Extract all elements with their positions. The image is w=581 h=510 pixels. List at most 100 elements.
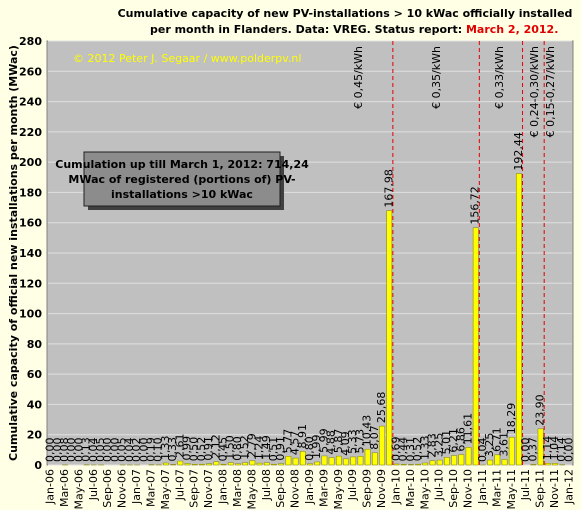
x-tick-label: Mar-06 [58, 469, 71, 507]
value-label: 0,52 [195, 437, 208, 462]
value-label: 0,00 [51, 438, 64, 463]
bar [415, 463, 421, 466]
value-label: 0,50 [188, 437, 201, 462]
bar [429, 460, 436, 466]
bar [263, 462, 270, 466]
value-label: 5,77 [281, 429, 294, 454]
value-label: 8,91 [296, 424, 309, 449]
value-label: 0,04 [123, 437, 136, 462]
x-tick-label: Sep-08 [274, 469, 287, 508]
value-label: 25,68 [375, 392, 388, 424]
value-label: 0,00 [519, 438, 532, 463]
y-tick-label: 20 [27, 429, 43, 442]
value-label: 0,91 [274, 436, 287, 461]
value-label: 0,45 [217, 437, 230, 462]
value-label: 0,31 [404, 437, 417, 462]
copyright: © 2012 Peter J. Segaar / www.polderpv.nl [73, 52, 301, 65]
value-label: 5,73 [353, 429, 366, 454]
title-part: per month in Flanders. Data: VREG. Statu… [150, 23, 466, 36]
x-tick-label: Mar-10 [404, 469, 417, 507]
value-label: 0,04 [476, 437, 489, 462]
x-tick-label: Jan-10 [389, 469, 402, 505]
value-label: 167,98 [382, 169, 395, 208]
x-tick-label: Nov-06 [116, 469, 129, 508]
value-label: 0,05 [116, 437, 129, 462]
value-label: 1,50 [224, 435, 237, 460]
x-tick-label: Nov-07 [202, 469, 215, 508]
bar [328, 457, 335, 466]
annotation: € 0,15-0,27/kWh [544, 46, 557, 137]
bar [451, 455, 457, 466]
value-label: 3,61 [498, 432, 511, 457]
bar [537, 428, 544, 466]
bar [242, 462, 249, 466]
y-axis-label: Cumulative capacity of official new inst… [7, 45, 20, 461]
bar [508, 437, 515, 466]
x-tick-label: May-07 [159, 469, 172, 510]
value-label: 6,86 [454, 427, 467, 452]
x-tick-label: Sep-09 [361, 469, 374, 508]
bar [249, 460, 256, 466]
y-tick-label: 100 [19, 308, 42, 321]
value-label: 0,02 [130, 437, 143, 462]
value-label: 6,71 [490, 427, 503, 452]
x-tick-label: May-09 [332, 469, 345, 510]
x-tick-label: Nov-10 [462, 469, 475, 508]
x-tick-label: Nov-08 [289, 469, 302, 508]
value-label: 0,44 [397, 437, 410, 462]
x-tick-label: Sep-07 [188, 469, 201, 508]
x-tick-label: Nov-11 [548, 469, 561, 508]
value-label: 1,14 [541, 436, 554, 461]
bar [544, 463, 551, 466]
bar [552, 463, 558, 466]
value-label: 0,19 [144, 437, 157, 462]
bar [206, 463, 212, 466]
value-label: 0,04 [87, 437, 100, 462]
chart-title: per month in Flanders. Data: VREG. Statu… [150, 23, 558, 36]
annotation: € 0,35/kWh [430, 46, 443, 109]
y-tick-label: 180 [19, 186, 42, 199]
bar [494, 454, 501, 466]
value-label: 8,07 [368, 425, 381, 450]
value-label: 0,00 [562, 438, 575, 463]
value-label: 0,52 [411, 437, 424, 462]
x-tick-label: Jan-08 [217, 469, 230, 505]
value-label: 0,00 [137, 438, 150, 463]
value-label: 0,80 [303, 436, 316, 461]
x-tick-label: Jul-10 [433, 469, 446, 501]
value-label: 192,44 [512, 132, 525, 171]
y-tick-label: 80 [27, 338, 43, 351]
y-tick-label: 140 [19, 247, 42, 260]
value-label: 0,00 [72, 438, 85, 463]
value-label: 0,91 [202, 436, 215, 461]
y-tick-label: 0 [34, 459, 42, 472]
x-tick-label: Jul-09 [346, 469, 359, 501]
note-text: Cumulation up till March 1, 2012: 714,24 [55, 158, 309, 171]
value-label: 4,57 [289, 431, 302, 456]
bar [307, 463, 313, 466]
note-box [83, 151, 281, 207]
value-label: 0,00 [101, 438, 114, 463]
x-tick-label: May-11 [505, 469, 518, 510]
bar [393, 463, 400, 466]
bar [530, 464, 537, 466]
x-tick-label: Sep-06 [101, 469, 114, 508]
y-tick-label: 280 [19, 35, 42, 48]
y-tick-label: 160 [19, 217, 42, 230]
y-tick-label: 260 [19, 65, 42, 78]
bar [379, 425, 385, 466]
x-tick-label: May-08 [245, 469, 258, 510]
value-label: 2,83 [425, 433, 438, 458]
bar [299, 451, 306, 466]
bar [321, 455, 328, 466]
bar [191, 463, 198, 466]
y-tick-label: 240 [19, 96, 42, 109]
value-label: 5,87 [332, 429, 345, 454]
value-label: 0,00 [108, 438, 121, 463]
value-label: 5,99 [317, 428, 330, 453]
bar [371, 452, 378, 466]
value-label: 4,09 [339, 431, 352, 456]
note-text: MWac of registered (portions of) PV- [68, 173, 295, 186]
bar [285, 456, 292, 466]
